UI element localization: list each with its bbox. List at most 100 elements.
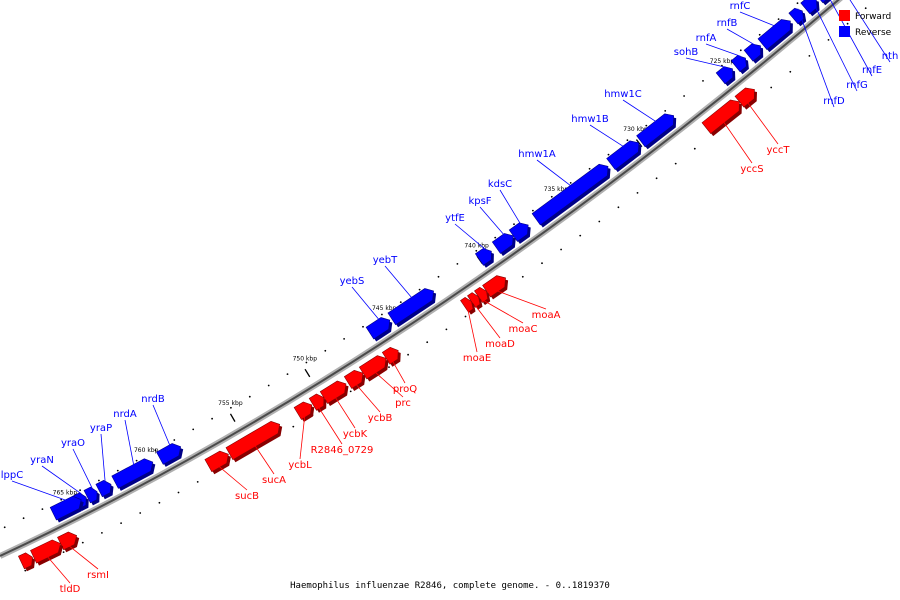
gene-arrow[interactable] xyxy=(636,113,675,148)
gene-arrow[interactable] xyxy=(814,0,830,4)
gene-label-hmw1b: hmw1B xyxy=(571,114,609,125)
gene-arrow[interactable] xyxy=(49,495,82,521)
gene-arrow[interactable] xyxy=(606,140,640,171)
gene-arrow[interactable] xyxy=(111,458,154,489)
gene-arrow[interactable] xyxy=(156,443,182,465)
tick-dot xyxy=(211,417,214,420)
gene-leader-line xyxy=(218,465,248,491)
tick-label: 740 kbp xyxy=(464,243,489,250)
gene-arrow[interactable] xyxy=(460,297,474,313)
tick-dot xyxy=(135,459,138,462)
gene-leader-line xyxy=(374,371,404,398)
tick-dot xyxy=(655,177,658,180)
gene-label-rnfd: rnfD xyxy=(823,96,845,107)
gene-arrow[interactable] xyxy=(701,99,740,135)
tick-dot xyxy=(445,328,448,331)
gene-arrow[interactable] xyxy=(204,450,229,473)
gene-label-kpsf: kpsF xyxy=(468,196,491,207)
tick-dot xyxy=(770,86,773,89)
gene-arrow[interactable] xyxy=(508,222,529,242)
gene-arrow[interactable] xyxy=(365,317,391,340)
tick-dot xyxy=(22,517,25,520)
gene-label-rnfa: rnfA xyxy=(696,33,717,44)
gene-arrow[interactable] xyxy=(293,401,313,420)
gene-leader-line xyxy=(685,57,727,68)
tick-dot xyxy=(426,341,429,344)
gene-arrow[interactable] xyxy=(474,248,492,266)
gene-leader-line xyxy=(391,360,406,384)
gene-leader-line xyxy=(355,383,381,413)
gene-arrow[interactable] xyxy=(730,55,747,73)
gene-arrow[interactable] xyxy=(715,66,734,85)
tick-dot xyxy=(248,395,251,398)
gene-leader-line xyxy=(46,555,71,584)
tick-dot xyxy=(846,22,849,25)
gene-label-rsmi: rsmI xyxy=(87,570,109,581)
tick-dot xyxy=(693,147,696,150)
tick-dot xyxy=(41,508,44,510)
gene-label-nrda: nrdA xyxy=(113,409,137,420)
tick-dot xyxy=(343,338,345,340)
tick-label: 760 kbp xyxy=(134,447,159,454)
gene-label-r2846_0729: R2846_0729 xyxy=(311,445,374,456)
tick-dot xyxy=(569,182,572,184)
tick-dot xyxy=(464,315,467,318)
gene-label-proq: proQ xyxy=(393,384,417,395)
gene-arrow[interactable] xyxy=(743,43,762,62)
gene-leader-line xyxy=(68,545,99,570)
gene-arrow[interactable] xyxy=(95,479,112,498)
gene-arrow[interactable] xyxy=(491,233,514,254)
gene-leader-line xyxy=(499,189,522,225)
genome-caption: Haemophilus influenzae R2846, complete g… xyxy=(290,581,610,591)
tick-dot xyxy=(98,479,100,482)
tick-dot xyxy=(101,532,103,534)
gene-leader-line xyxy=(11,480,68,502)
gene-arrow[interactable] xyxy=(757,19,791,51)
gene-leader-line xyxy=(100,433,106,482)
gene-features xyxy=(17,0,832,572)
tick-dot xyxy=(541,262,543,265)
gene-leader-line xyxy=(722,120,753,164)
tick-dot xyxy=(154,449,157,452)
tick-label: 765 kbp xyxy=(53,490,78,497)
gene-label-moae: moaE xyxy=(463,353,491,364)
tick-label: 755 kbp xyxy=(218,400,243,407)
gene-arrow[interactable] xyxy=(531,163,609,226)
tick-dot xyxy=(588,167,591,170)
gene-leader-line xyxy=(334,396,356,429)
gene-label-rnfg: rnfG xyxy=(846,80,868,91)
gene-arrow[interactable] xyxy=(30,539,61,564)
gene-arrow[interactable] xyxy=(358,355,387,380)
gene-arrow[interactable] xyxy=(734,87,755,108)
tick-dot xyxy=(60,498,63,501)
gene-arrow[interactable] xyxy=(83,486,98,504)
gene-label-sucb: sucB xyxy=(235,491,259,502)
gene-leader-line xyxy=(467,309,478,353)
gene-leader-line xyxy=(41,465,82,495)
tick-dot xyxy=(196,481,199,483)
tick-dot xyxy=(521,275,524,278)
reverse-legend-label: Reverse xyxy=(855,28,892,38)
reverse-legend-swatch xyxy=(839,26,850,37)
gene-label-suca: sucA xyxy=(262,475,286,486)
tick-dot xyxy=(758,33,761,36)
tick-dot xyxy=(381,313,383,316)
gene-arrow[interactable] xyxy=(387,288,434,326)
tick-dot xyxy=(827,39,830,41)
major-tick xyxy=(304,368,311,378)
gene-arrow[interactable] xyxy=(343,369,364,389)
ruler-tick-labels: 725 kbp 730 kbp 735 kbp 740 kbp 745 kbp 750 k… xyxy=(53,58,735,497)
tick-dot xyxy=(116,469,119,472)
gene-label-ycbk: ycbK xyxy=(343,429,368,440)
gene-arrow[interactable] xyxy=(788,7,805,25)
gene-arrow[interactable] xyxy=(381,346,399,365)
tick-dot xyxy=(139,512,142,514)
gene-arrow[interactable] xyxy=(308,393,325,411)
gene-arrow[interactable] xyxy=(17,552,33,570)
gene-leader-line xyxy=(536,159,573,188)
gene-arrow[interactable] xyxy=(225,420,281,461)
tick-dot xyxy=(864,7,867,10)
gene-arrow[interactable] xyxy=(800,0,818,15)
